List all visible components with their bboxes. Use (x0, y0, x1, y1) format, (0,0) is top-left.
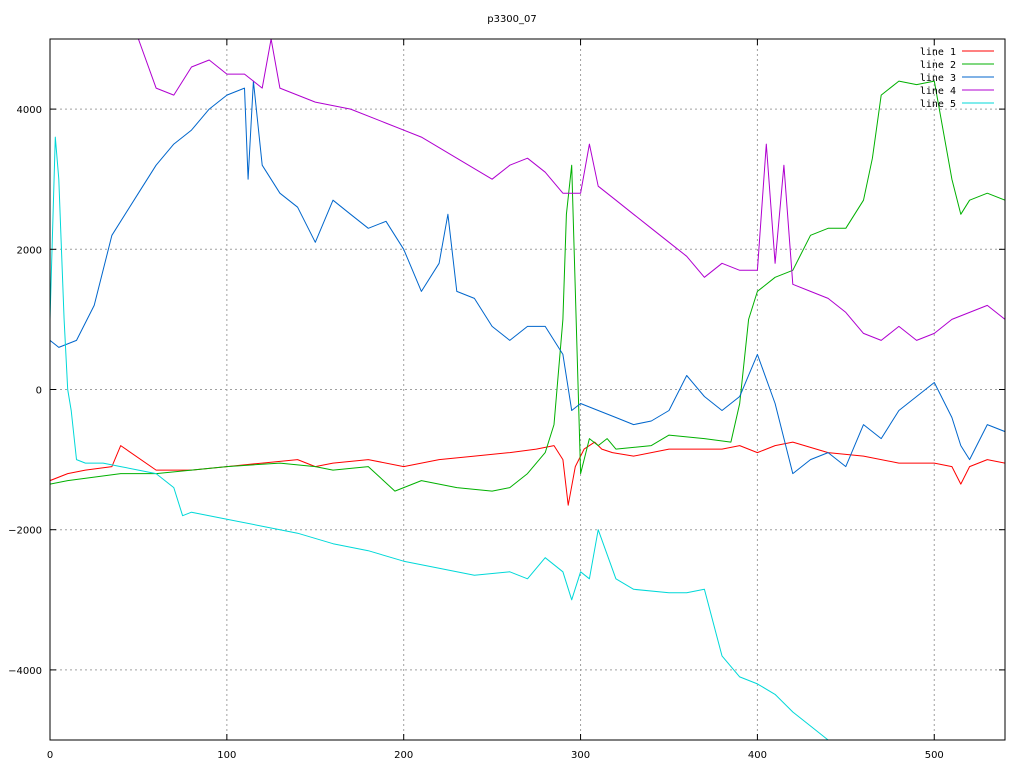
axis-ticks: 0 100 200 300 400 500 −4000 −2000 0 2000 4000 (8, 39, 1005, 761)
chart-title: p3300_07 (487, 14, 537, 25)
y-tick-label: −4000 (8, 666, 42, 677)
legend-label: line 2 (920, 60, 956, 71)
series-line-2 (50, 80, 1005, 492)
y-tick-label: 0 (36, 386, 42, 397)
y-tick-label: −2000 (8, 526, 42, 537)
series-line-5 (50, 136, 829, 740)
x-tick-label: 100 (217, 750, 236, 761)
legend-label: line 5 (920, 99, 956, 110)
x-tick-label: 300 (571, 750, 590, 761)
series-line-3 (50, 80, 1005, 475)
legend-label: line 1 (920, 47, 956, 58)
legend-label: line 4 (920, 86, 956, 97)
x-tick-label: 500 (925, 750, 944, 761)
x-tick-label: 0 (47, 750, 53, 761)
plot-area (50, 39, 1005, 740)
series-line-4 (137, 39, 1005, 341)
y-tick-label: 2000 (17, 245, 42, 256)
legend-label: line 3 (920, 73, 956, 84)
grid-lines (50, 39, 1005, 740)
x-tick-label: 400 (748, 750, 767, 761)
y-tick-label: 4000 (17, 105, 42, 116)
x-tick-label: 200 (394, 750, 413, 761)
legend: line 1 line 2 line 3 line 4 line 5 (920, 47, 994, 110)
